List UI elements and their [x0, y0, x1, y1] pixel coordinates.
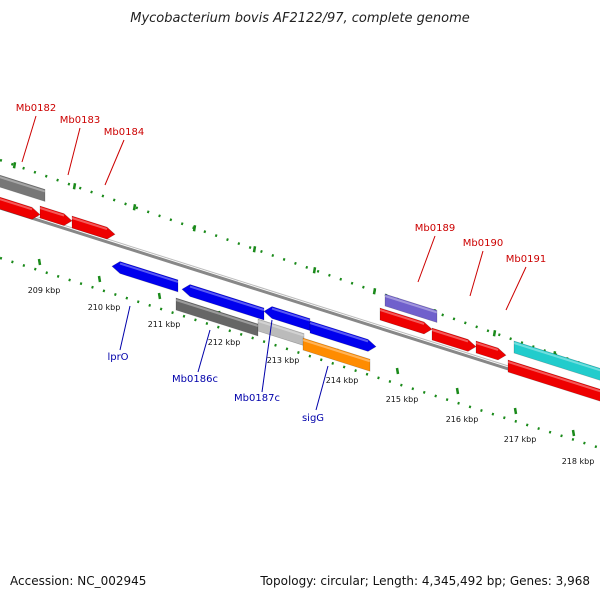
leader-line — [469, 250, 484, 297]
gene-arrow-mb0186c-highlight — [175, 299, 259, 327]
gene-arrow-mb0190-highlight — [431, 329, 469, 343]
summary-label: Topology: circular; Length: 4,345,492 bp… — [260, 574, 590, 588]
minor-tick — [372, 288, 377, 295]
gene-arrow-lpro-highlight — [119, 262, 179, 283]
gene-arrow-mb0183 — [0, 196, 41, 220]
tick-labels: 209 kbp 210 kbp 211 kbp 212 kbp 213 kbp 214 k… — [28, 286, 595, 466]
gene-arrow-sigg-b — [309, 320, 377, 352]
major-tick — [455, 387, 460, 395]
gene-arrow-mb0186b-highlight — [189, 285, 265, 311]
gene-arrow-mb0186b — [181, 284, 265, 321]
gene-arrow-mb0187b — [263, 306, 311, 331]
map-title: Mycobacterium bovis AF2122/97, complete … — [130, 11, 469, 26]
gene-arrow-mb0183-highlight — [0, 198, 33, 211]
leader-line — [21, 115, 37, 163]
gene-arrow-sigg-highlight — [302, 339, 371, 363]
gene-arrow-cyan-highlight — [513, 342, 600, 372]
tick-label: 211 kbp — [148, 320, 181, 329]
gene-arrow-mb0189-highlight — [384, 295, 438, 314]
gene-arrow-mb0189 — [384, 293, 438, 323]
gene-label-mb0190[interactable]: Mb0190 — [463, 238, 503, 249]
gene-label-sigg[interactable]: sigG — [302, 413, 324, 424]
gene-arrow-mb0186c — [175, 297, 259, 337]
tick-label: 217 kbp — [504, 435, 537, 444]
tick-label: 209 kbp — [28, 286, 61, 295]
minor-tick — [312, 267, 317, 274]
gene-arrow-mb0184b-highlight — [71, 217, 108, 231]
leader-line — [417, 235, 436, 283]
gene-arrow-sigg — [302, 337, 371, 372]
minor-tick — [192, 225, 197, 232]
minor-tick — [252, 246, 257, 253]
gene-arrow-mb0182 — [0, 174, 46, 202]
gene-label-lpro[interactable]: lprO — [107, 352, 128, 363]
tick-label: 216 kbp — [446, 415, 479, 424]
minor-tick — [492, 330, 497, 337]
gene-arrow-red-end-highlight — [507, 361, 600, 393]
backbone-line — [0, 206, 600, 400]
major-tick — [157, 292, 162, 300]
gene-arrow-cyan — [513, 340, 600, 381]
gene-arrow-mb0187b-highlight — [271, 307, 311, 322]
tick-label: 218 kbp — [562, 457, 595, 466]
gene-arrow-mb0189b — [379, 307, 433, 335]
gene-arrow-red-end — [507, 359, 600, 402]
tick-label: 215 kbp — [386, 395, 419, 404]
gene-label-mb0186c[interactable]: Mb0186c — [172, 374, 218, 385]
gene-arrow-lpro — [111, 261, 179, 293]
gene-label-mb0187c[interactable]: Mb0187c — [234, 393, 280, 404]
gene-arrow-mb0190 — [431, 327, 477, 352]
accession-label: Accession: NC_002945 — [10, 574, 147, 588]
gene-label-mb0191[interactable]: Mb0191 — [506, 254, 546, 265]
gene-labels: Mb0182 Mb0183 Mb0184 lprO Mb0186c Mb0187c sigG… — [16, 103, 546, 424]
minor-tick — [72, 183, 77, 190]
leader-line — [261, 319, 273, 393]
gene-label-mb0182[interactable]: Mb0182 — [16, 103, 56, 114]
tick-label: 213 kbp — [267, 356, 300, 365]
gene-arrow-mb0184 — [39, 205, 73, 226]
minor-tick — [132, 204, 137, 211]
gene-arrow-sigg-b-highlight — [309, 322, 369, 343]
tick-label: 210 kbp — [88, 303, 121, 312]
gene-arrow-mb0189b-highlight — [379, 309, 425, 325]
tick-guide-lower — [0, 256, 600, 450]
leader-line — [315, 365, 329, 411]
gene-label-mb0184[interactable]: Mb0184 — [104, 127, 144, 138]
tick-guide-upper — [0, 158, 600, 372]
leader-line — [67, 127, 81, 176]
gene-arrow-mb0191-highlight — [475, 342, 499, 351]
major-tick — [97, 275, 102, 283]
major-tick — [571, 429, 576, 437]
gene-arrow-mb0184-highlight — [39, 207, 65, 217]
gene-arrow-mb0191 — [475, 340, 507, 361]
gene-arrow-mb0184b — [71, 215, 116, 240]
gene-label-mb0183[interactable]: Mb0183 — [60, 115, 100, 126]
gene-arrow-mb0182-highlight — [0, 176, 46, 193]
leader-line — [505, 266, 527, 311]
leader-line — [119, 305, 131, 351]
label-leaders — [21, 115, 527, 411]
gene-arrow-mb0187c-highlight — [257, 320, 305, 337]
tick-label: 214 kbp — [326, 376, 359, 385]
gene-features — [0, 174, 600, 402]
tick-label: 212 kbp — [208, 338, 241, 347]
leader-line — [104, 139, 125, 186]
major-tick — [513, 407, 518, 415]
major-tick — [395, 367, 400, 375]
major-tick — [37, 258, 42, 266]
gene-label-mb0189[interactable]: Mb0189 — [415, 223, 455, 234]
major-ticks — [12, 162, 576, 437]
leader-line — [197, 329, 211, 373]
minor-tick — [12, 162, 17, 169]
